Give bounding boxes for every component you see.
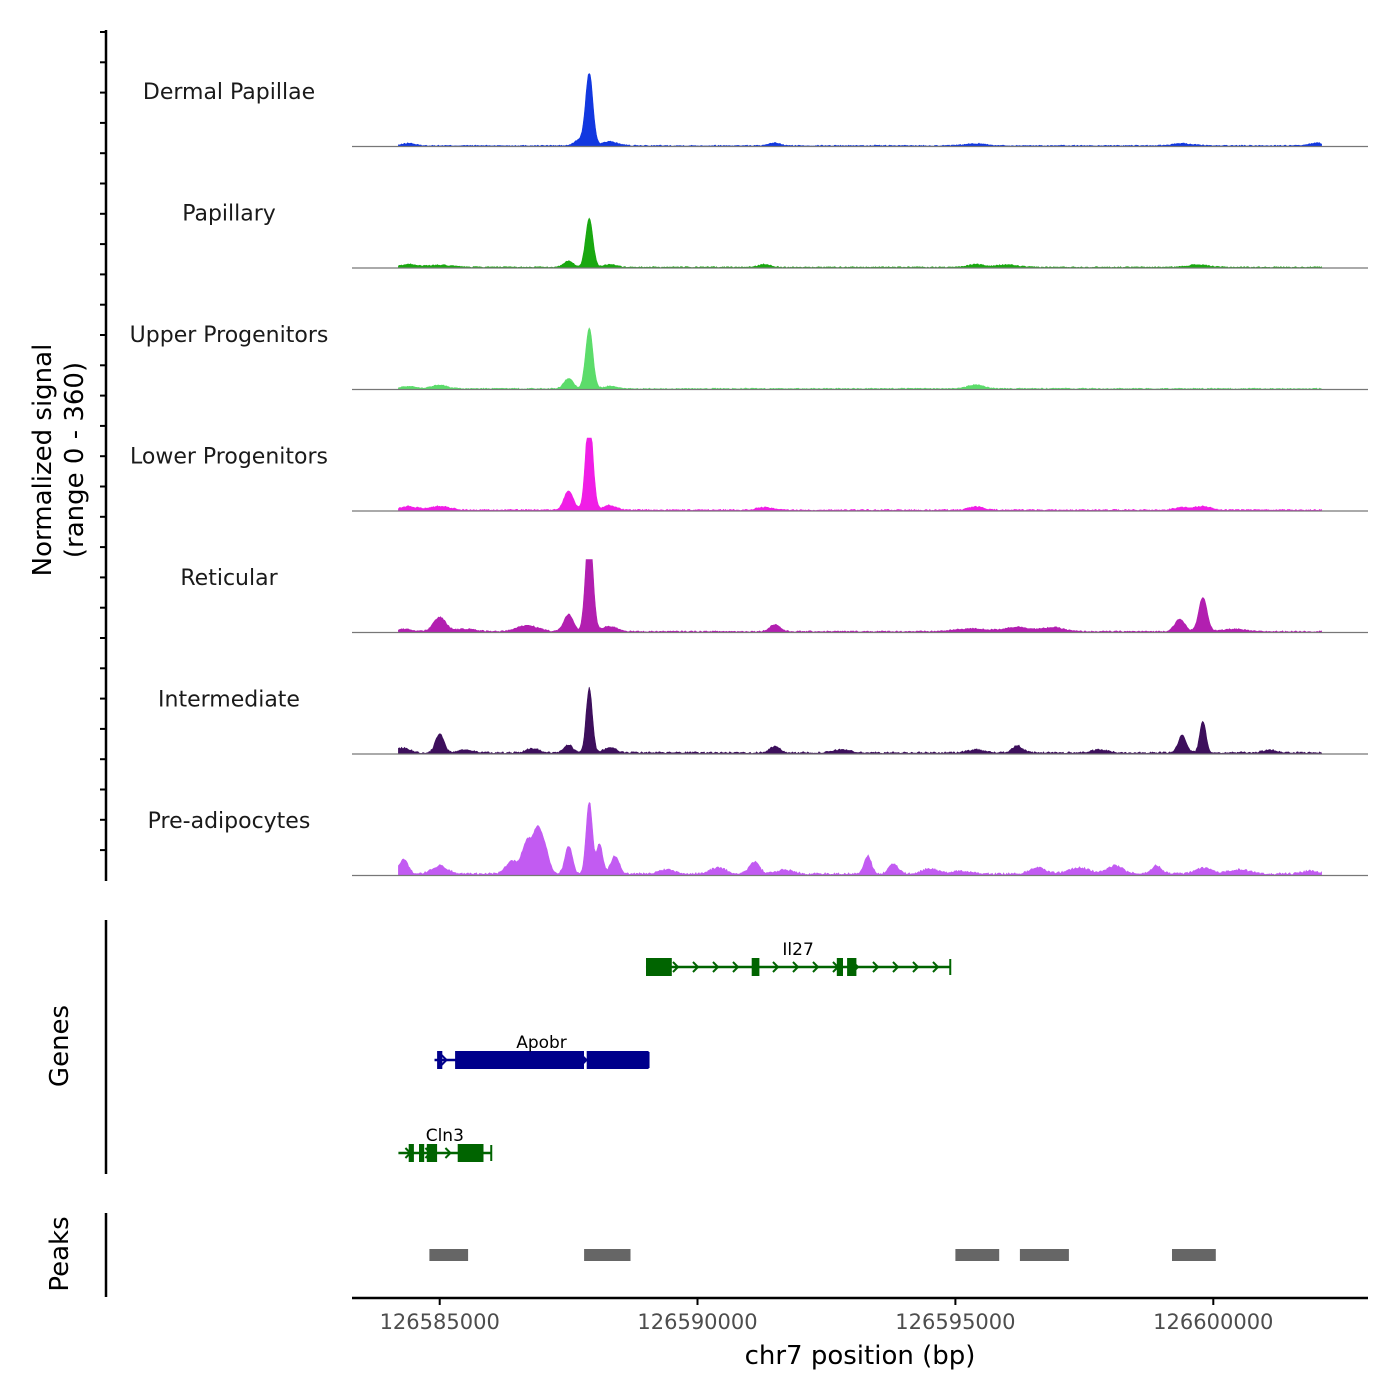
- track-label: Reticular: [180, 566, 278, 591]
- strand-arrow: [440, 1054, 448, 1066]
- strand-arrow: [912, 961, 920, 973]
- strand-arrow: [792, 961, 800, 973]
- gene-exon: [419, 1144, 425, 1162]
- gene-cln3: Cln3: [398, 1126, 493, 1162]
- gene-label: Apobr: [516, 1033, 567, 1053]
- track-label: Dermal Papillae: [143, 80, 315, 105]
- track-signal-area: [398, 73, 1322, 147]
- track-label: Pre-adipocytes: [148, 809, 311, 834]
- track-upper-progenitors: Upper Progenitors: [130, 323, 1368, 391]
- peak-region: [429, 1249, 469, 1261]
- track-label: Upper Progenitors: [130, 323, 329, 348]
- track-label: Lower Progenitors: [130, 445, 328, 470]
- strand-arrow: [892, 961, 900, 973]
- gene-exon: [426, 1144, 438, 1162]
- track-pre-adipocytes: Pre-adipocytes: [148, 801, 1368, 877]
- strand-arrow: [932, 961, 940, 973]
- gene-exon: [437, 1051, 443, 1069]
- track-signal-area: [398, 327, 1322, 390]
- peaks-panel-label: Peaks: [45, 1216, 75, 1291]
- track-signal-area: [398, 686, 1322, 755]
- gene-label: Il27: [782, 940, 813, 960]
- x-tick-label: 126600000: [1153, 1310, 1273, 1334]
- track-dermal-papillae: Dermal Papillae: [143, 73, 1368, 148]
- x-tick-label: 126590000: [637, 1310, 757, 1334]
- peak-region: [584, 1249, 631, 1261]
- track-label: Intermediate: [158, 688, 300, 713]
- gene-exon: [646, 958, 672, 976]
- gene-exon: [457, 1144, 484, 1162]
- gene-exon: [586, 1051, 649, 1069]
- track-signal-area: [398, 217, 1322, 269]
- track-papillary: Papillary: [182, 202, 1368, 269]
- x-axis: 126585000 126590000 126595000 126600000: [352, 1296, 1368, 1334]
- strand-arrow: [772, 961, 780, 973]
- strand-arrow: [692, 961, 700, 973]
- gene-exon: [455, 1051, 584, 1069]
- gene-exon: [751, 958, 760, 976]
- genes-panel-label: Genes: [45, 1005, 75, 1087]
- track-intermediate: Intermediate: [158, 686, 1368, 755]
- gene-apobr: Apobr: [434, 1033, 650, 1069]
- track-signal-area: [398, 437, 1322, 512]
- strand-arrow: [444, 1147, 452, 1159]
- gene-il27: Il27: [645, 940, 952, 976]
- x-tick-label: 126595000: [895, 1310, 1015, 1334]
- x-tick-label: 126585000: [380, 1310, 500, 1334]
- track-lower-progenitors: Lower Progenitors: [130, 437, 1368, 512]
- gene-exon: [408, 1144, 414, 1162]
- gene-exon: [836, 958, 843, 976]
- strand-arrow: [872, 961, 880, 973]
- y-axis-title-line1: Normalized signal: [28, 344, 58, 577]
- strand-arrow: [812, 961, 820, 973]
- track-reticular: Reticular: [180, 559, 1368, 634]
- peak-region: [1172, 1249, 1216, 1261]
- track-label: Papillary: [182, 202, 276, 227]
- track-signal-area: [398, 559, 1322, 633]
- strand-arrow: [712, 961, 720, 973]
- peak-region: [1019, 1249, 1069, 1261]
- strand-arrow: [732, 961, 740, 973]
- y-axis-title-line2: (range 0 - 360): [60, 362, 90, 558]
- peak-region: [955, 1249, 1000, 1261]
- peaks-panel: [104, 1213, 1216, 1297]
- gene-label: Cln3: [426, 1126, 464, 1146]
- gene-exon: [847, 958, 857, 976]
- coverage-panel: Dermal Papillae Papillary Upper Progenitor…: [100, 30, 1368, 881]
- strand-arrow: [672, 961, 680, 973]
- genes-panel: Il27 Apobr Cln3: [104, 920, 952, 1174]
- x-axis-title: chr7 position (bp): [745, 1341, 976, 1371]
- track-signal-area: [398, 801, 1322, 876]
